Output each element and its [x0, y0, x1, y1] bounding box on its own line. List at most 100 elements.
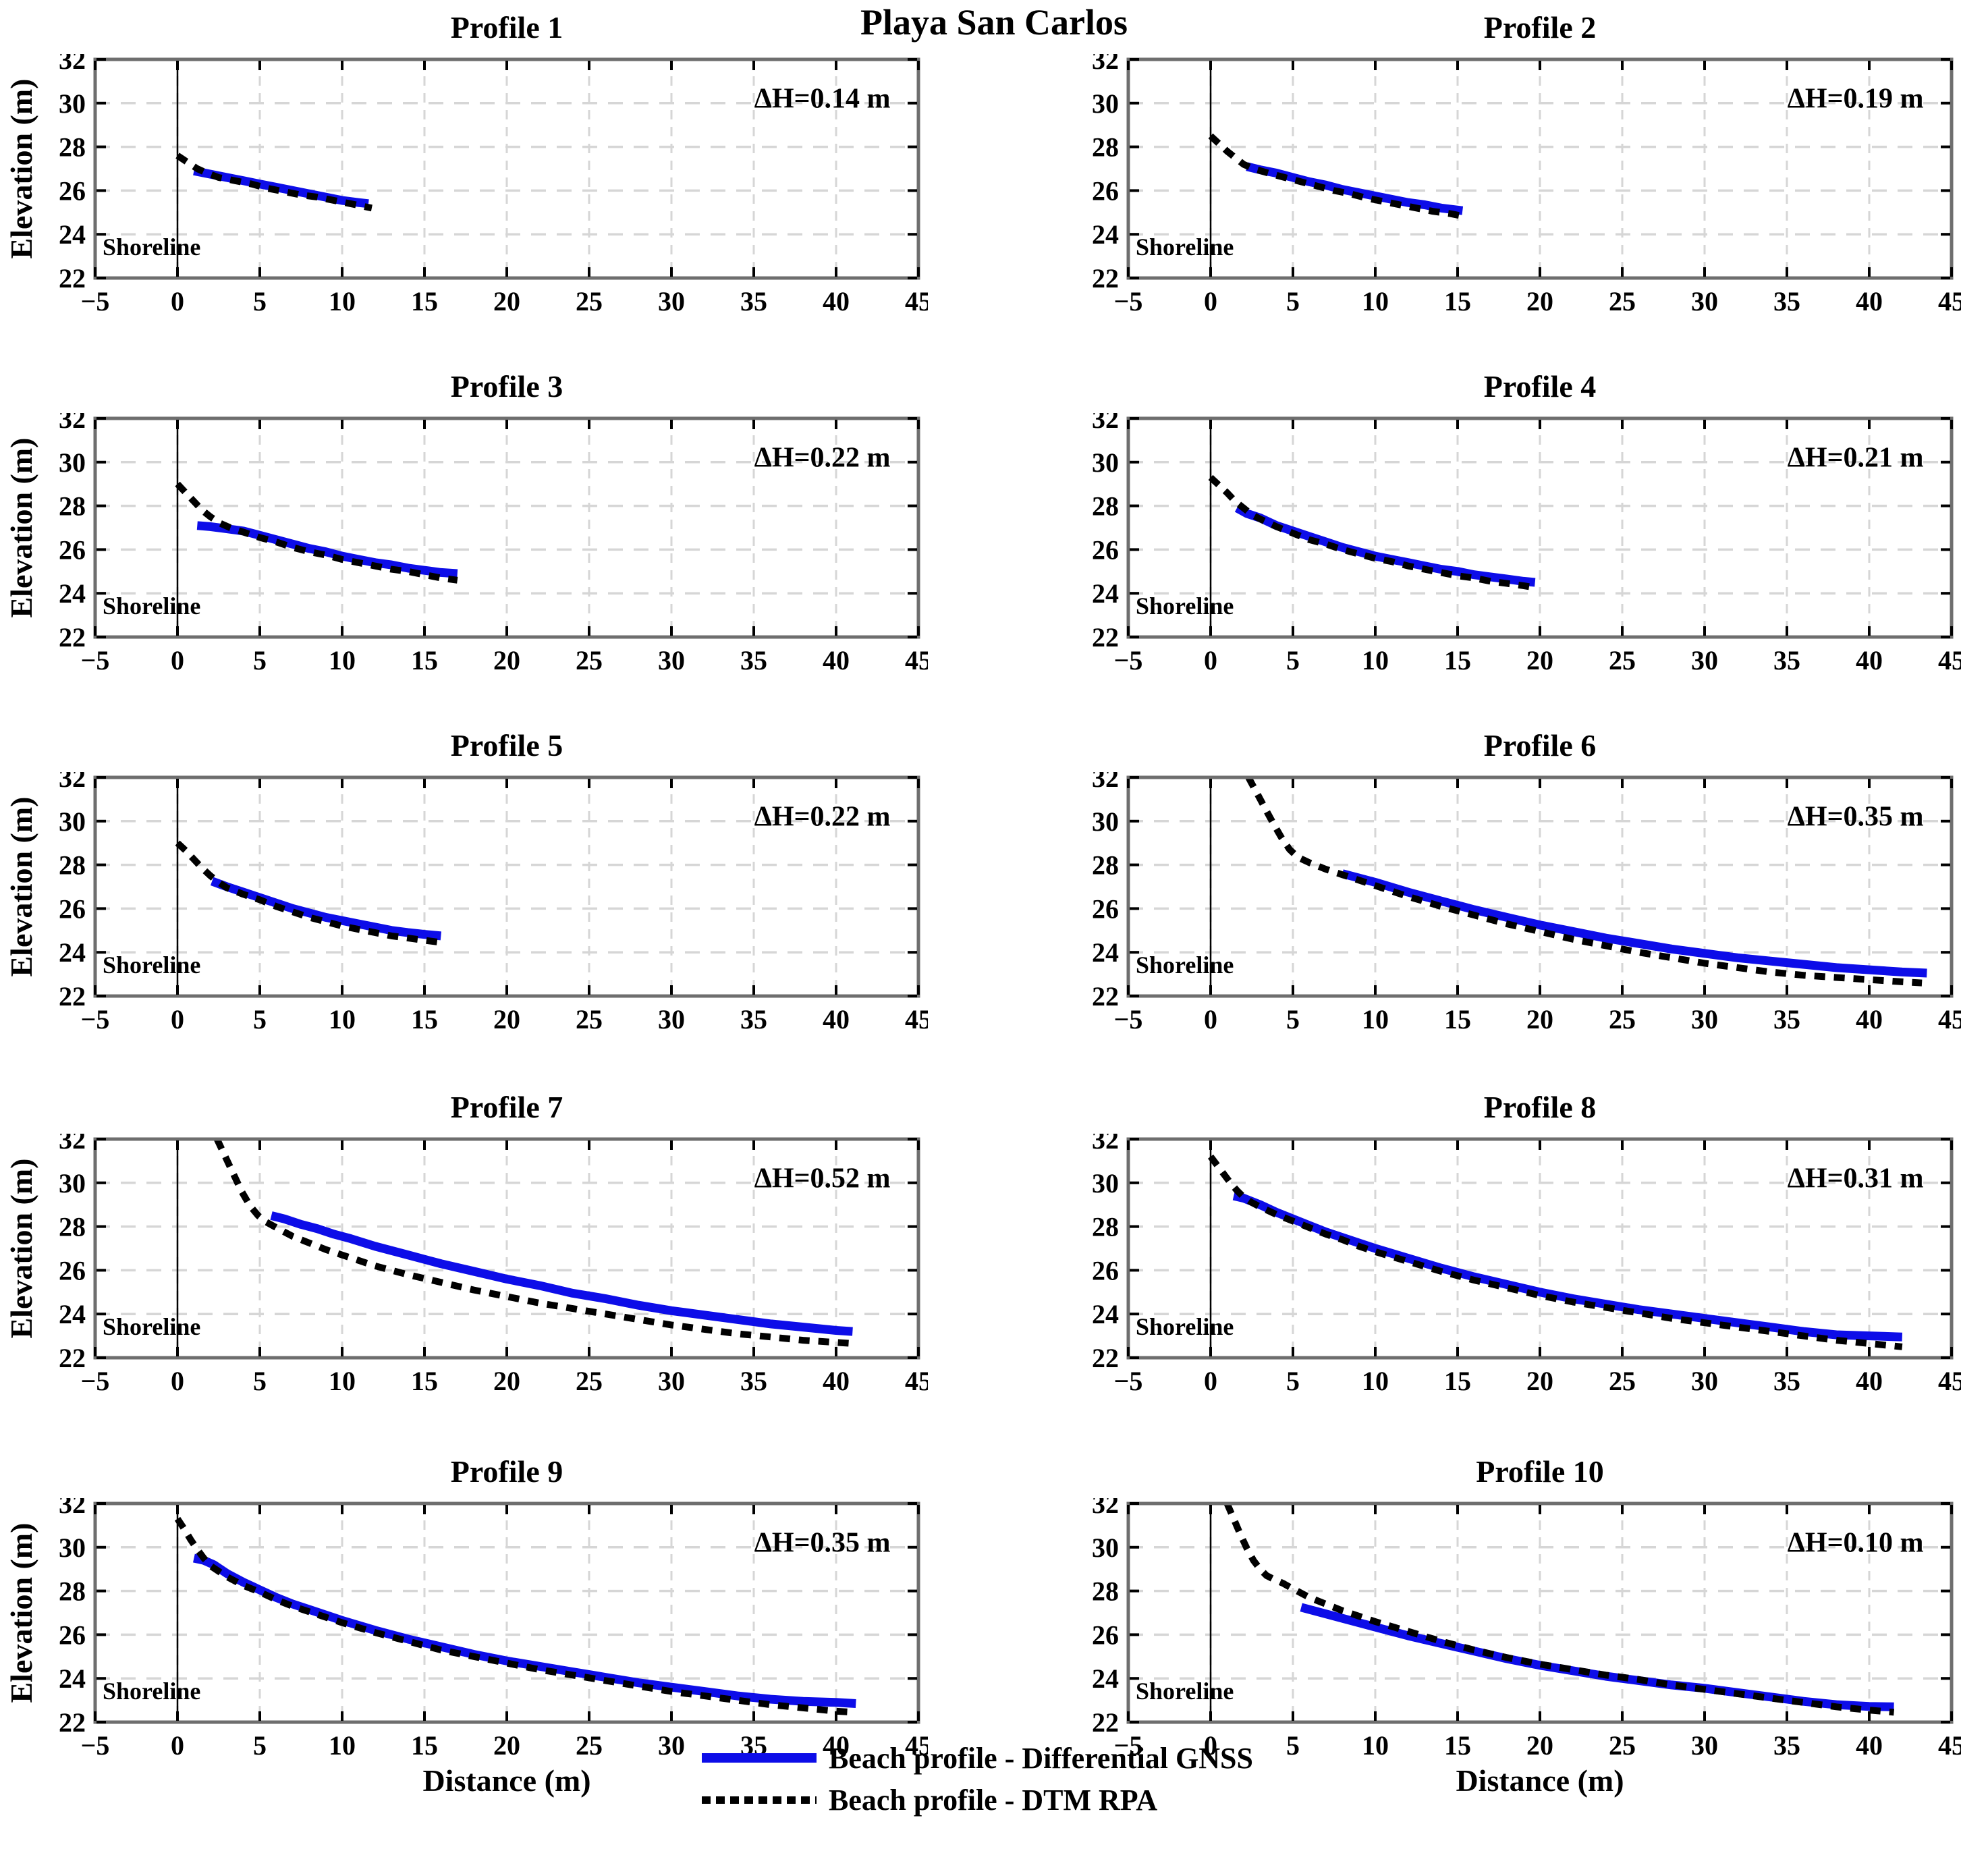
x-tick-label: 30	[658, 286, 685, 316]
x-tick-label: 0	[171, 1366, 184, 1396]
x-tick-label: 45	[905, 645, 928, 675]
y-tick-label: 26	[1092, 1620, 1119, 1650]
plot-frame	[93, 1501, 920, 1724]
x-tick-label: 45	[1938, 286, 1961, 316]
x-tick-label: 35	[740, 645, 767, 675]
y-tick-label: 24	[1092, 937, 1119, 968]
delta-h-annotation: ΔH=0.21 m	[1788, 442, 1924, 473]
delta-h-annotation: ΔH=0.35 m	[1788, 801, 1924, 832]
profile-4-panel: Profile 4 −5 0 5 10 15 20 25 30 35 40 45 22 24 26 28 30…	[1070, 369, 1961, 791]
x-tick-label: 15	[411, 1730, 438, 1761]
x-tick-label: 35	[1773, 1004, 1800, 1034]
y-tick-label: 26	[59, 893, 86, 924]
x-tick-label: 0	[1204, 1730, 1217, 1761]
x-tick-label: −5	[81, 286, 110, 316]
dtm-series-line	[175, 153, 372, 212]
y-tick-label: 32	[59, 1134, 86, 1155]
x-tick-label: 30	[658, 1366, 685, 1396]
y-tick-label: 32	[59, 54, 86, 75]
x-tick-label: 40	[1856, 286, 1883, 316]
y-tick-label: 30	[59, 1168, 86, 1198]
x-tick-label: 0	[1204, 645, 1217, 675]
black-dashed-line-swatch	[702, 1796, 817, 1804]
profile-1-chart: −5 0 5 10 15 20 25 30 35 40 45 22 24 26 28 30 32 ΔH=0.14 …	[59, 54, 928, 316]
y-tick-label: 22	[1092, 622, 1119, 653]
y-tick-label: 26	[59, 1620, 86, 1650]
x-tick-label: 15	[1444, 286, 1471, 316]
delta-h-annotation: ΔH=0.52 m	[754, 1163, 891, 1194]
x-tick-label: −5	[81, 1004, 110, 1034]
y-tick-label: 22	[1092, 1343, 1119, 1373]
y-tick-label: 24	[59, 1663, 86, 1694]
shoreline-annotation: Shoreline	[103, 1313, 200, 1340]
plot-frame	[1126, 1137, 1954, 1360]
x-tick-label: 20	[1526, 645, 1553, 675]
y-tick-label: 32	[1092, 413, 1119, 434]
delta-h-annotation: ΔH=0.19 m	[1788, 83, 1924, 114]
y-tick-label: 26	[59, 175, 86, 206]
gnss-series-line	[1300, 1603, 1894, 1711]
dtm-series-line	[1208, 133, 1462, 219]
x-tick-label: 30	[1691, 1366, 1718, 1396]
profile-2-chart: −5 0 5 10 15 20 25 30 35 40 45 22 24 26 28 30 32 ΔH=0.19 …	[1092, 54, 1961, 316]
x-tick-label: 5	[253, 1366, 267, 1396]
plot-frame	[1126, 775, 1954, 998]
profile-7-panel: Profile 7 Elevation (m) −5 0 5 10 15 20 25 30 35…	[4, 1090, 928, 1512]
y-tick-label: 28	[59, 1576, 86, 1607]
x-tick-label: 35	[1773, 1366, 1800, 1396]
x-tick-label: 5	[1286, 286, 1300, 316]
x-tick-label: 40	[823, 286, 850, 316]
legend: Beach profile - Differential GNSS Beach …	[702, 1737, 1253, 1821]
x-tick-label: 0	[171, 645, 184, 675]
dtm-series-line	[175, 481, 458, 584]
y-tick-label: 30	[59, 447, 86, 478]
x-tick-label: 40	[1856, 1730, 1883, 1761]
x-tick-label: 20	[493, 286, 520, 316]
y-tick-label: 28	[59, 132, 86, 163]
x-tick-label: 30	[1691, 286, 1718, 316]
y-tick-label: 22	[59, 1707, 86, 1738]
shoreline-annotation: Shoreline	[103, 233, 200, 260]
plot-frame	[93, 775, 920, 998]
plot-frame	[93, 57, 920, 280]
x-tick-label: 40	[823, 1730, 850, 1761]
x-tick-label: 25	[576, 1366, 603, 1396]
x-tick-label: 10	[329, 286, 356, 316]
x-axis-label: Distance (m)	[422, 1763, 591, 1798]
x-tick-label: 0	[171, 1004, 184, 1034]
x-tick-label: 20	[1526, 286, 1553, 316]
x-tick-label: 10	[1362, 1004, 1389, 1034]
profile-6-chart: −5 0 5 10 15 20 25 30 35 40 45 22 24 26 28 30 32 ΔH=0.35 …	[1092, 772, 1961, 1034]
legend-item-dtm: Beach profile - DTM RPA	[702, 1779, 1253, 1821]
y-tick-label: 30	[1092, 88, 1119, 119]
y-axis-label: Elevation (m)	[4, 1522, 38, 1703]
legend-label-dtm: Beach profile - DTM RPA	[829, 1783, 1158, 1817]
profile-8-title: Profile 8	[1483, 1090, 1597, 1124]
x-tick-label: 40	[823, 645, 850, 675]
x-tick-label: 40	[1856, 1004, 1883, 1034]
dtm-series-line	[175, 840, 442, 946]
x-tick-label: 20	[493, 1366, 520, 1396]
shoreline-annotation: Shoreline	[1136, 233, 1234, 260]
x-tick-label: 45	[1938, 1366, 1961, 1396]
profile-10-title: Profile 10	[1476, 1454, 1604, 1489]
gnss-series-line	[193, 166, 369, 209]
y-tick-label: 28	[1092, 491, 1119, 522]
x-tick-label: 0	[1204, 286, 1217, 316]
x-tick-label: 35	[740, 1004, 767, 1034]
profile-2-title: Profile 2	[1483, 10, 1597, 45]
y-tick-label: 24	[1092, 1299, 1119, 1329]
y-tick-label: 28	[59, 850, 86, 881]
x-tick-label: 5	[1286, 1366, 1300, 1396]
gnss-series-line	[1341, 869, 1927, 978]
y-tick-label: 28	[1092, 1576, 1119, 1607]
x-tick-label: 30	[658, 645, 685, 675]
profile-5-panel: Profile 5 Elevation (m) −5 0 5 10 15 20 25 30 35…	[4, 728, 928, 1150]
profile-9-panel: Profile 9 Elevation (m) −5 0 5 10 15 20 25 30 35…	[4, 1454, 928, 1876]
shoreline-annotation: Shoreline	[103, 1678, 200, 1705]
dtm-series-line	[214, 1137, 853, 1347]
x-tick-label: 5	[253, 286, 267, 316]
gnss-series-line	[193, 1553, 856, 1708]
figure-title: Playa San Carlos	[860, 2, 1128, 43]
y-tick-label: 24	[59, 1299, 86, 1329]
